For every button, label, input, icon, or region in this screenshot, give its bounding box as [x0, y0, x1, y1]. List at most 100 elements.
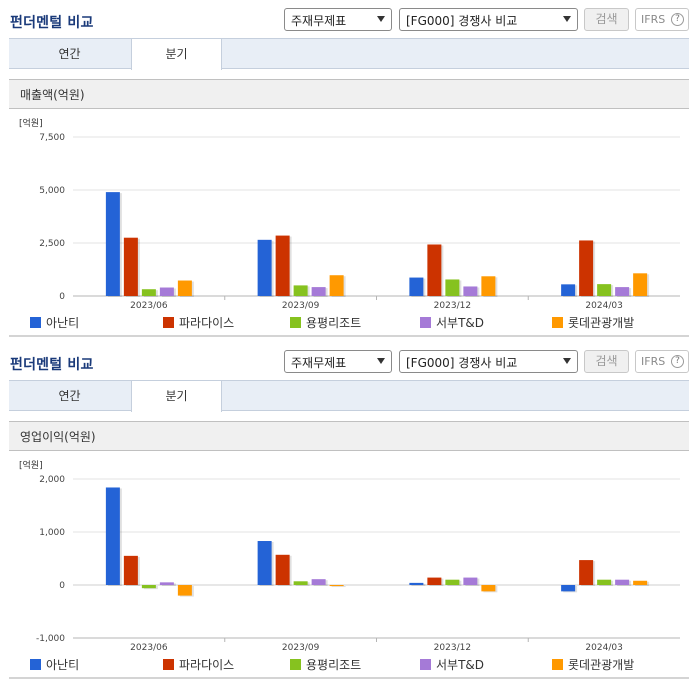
- bar[interactable]: [257, 541, 272, 585]
- search-button[interactable]: 검색: [584, 350, 629, 373]
- bar[interactable]: [159, 287, 174, 296]
- legend-label: 롯데관광개발: [568, 658, 635, 672]
- legend-swatch: [163, 659, 174, 670]
- legend-label: 아난티: [46, 658, 80, 672]
- legend-item[interactable]: 파라다이스: [163, 314, 234, 331]
- bar[interactable]: [159, 582, 174, 585]
- revenue-bar-chart: [억원] 0 2,500 5,000 7,500 2023/06 2023/09 2023/1…: [19, 117, 680, 310]
- x-tick-label: 2023/12: [434, 643, 471, 652]
- bar[interactable]: [141, 289, 156, 296]
- bar[interactable]: [427, 577, 442, 585]
- y-tick-label: 7,500: [39, 133, 65, 143]
- bar[interactable]: [445, 579, 460, 585]
- bar[interactable]: [275, 554, 290, 585]
- bar[interactable]: [293, 285, 308, 296]
- bar[interactable]: [275, 235, 290, 296]
- y-tick-label: -1,000: [36, 634, 65, 644]
- help-icon[interactable]: ?: [671, 355, 684, 368]
- bar[interactable]: [633, 273, 648, 296]
- bar[interactable]: [257, 239, 272, 296]
- ifrs-button[interactable]: IFRS ?: [635, 350, 689, 373]
- statement-select[interactable]: 주재무제표: [284, 8, 392, 31]
- bar[interactable]: [141, 585, 156, 589]
- bar[interactable]: [409, 277, 424, 296]
- bar[interactable]: [463, 577, 478, 585]
- chevron-down-icon: [377, 358, 385, 364]
- tab-annual[interactable]: 연간: [58, 47, 81, 61]
- chevron-down-icon: [377, 16, 385, 22]
- bar[interactable]: [561, 585, 576, 592]
- legend-label: 용평리조트: [306, 658, 362, 672]
- chevron-down-icon: [563, 358, 571, 364]
- legend-item[interactable]: 롯데관광개발: [552, 656, 634, 673]
- legend-item[interactable]: 아난티: [30, 314, 79, 331]
- compare-select[interactable]: [FG000] 경쟁사 비교: [399, 8, 578, 31]
- bar[interactable]: [105, 192, 120, 296]
- tab-annual[interactable]: 연간: [58, 389, 81, 403]
- section-header: 펀더멘털 비교 주재무제표 [FG000] 경쟁사 비교 검색 IFRS ?: [0, 342, 696, 380]
- legend-item[interactable]: 용평리조트: [290, 656, 361, 673]
- bar[interactable]: [579, 240, 594, 296]
- bar[interactable]: [123, 237, 138, 296]
- legend-label: 파라다이스: [179, 316, 235, 330]
- fundamental-section-revenue: 펀더멘털 비교 주재무제표 [FG000] 경쟁사 비교 검색 IFRS ? 연…: [0, 0, 696, 337]
- bar[interactable]: [311, 287, 326, 296]
- bar[interactable]: [615, 579, 630, 585]
- legend-item[interactable]: 롯데관광개발: [552, 314, 634, 331]
- period-tabs: 연간 분기: [9, 38, 689, 70]
- legend-swatch: [420, 317, 431, 328]
- legend-swatch: [552, 659, 563, 670]
- legend-swatch: [30, 659, 41, 670]
- bar[interactable]: [597, 284, 612, 296]
- x-tick-label: 2023/06: [130, 301, 168, 310]
- legend-item[interactable]: 아난티: [30, 656, 79, 673]
- bar[interactable]: [427, 244, 442, 296]
- help-icon[interactable]: ?: [671, 13, 684, 26]
- bar[interactable]: [293, 581, 308, 585]
- legend-label: 아난티: [46, 316, 80, 330]
- metric-title: 매출액(억원): [9, 79, 689, 109]
- bar[interactable]: [105, 487, 120, 585]
- y-unit-label: [억원]: [19, 117, 43, 129]
- legend-item[interactable]: 서부T&D: [420, 314, 484, 331]
- bar[interactable]: [615, 287, 630, 296]
- bar[interactable]: [123, 555, 138, 585]
- compare-select-value: [FG000] 경쟁사 비교: [406, 356, 518, 370]
- search-button[interactable]: 검색: [584, 8, 629, 31]
- bar[interactable]: [463, 286, 478, 296]
- section-title: 펀더멘털 비교: [10, 357, 94, 373]
- statement-select-value: 주재무제표: [291, 14, 347, 28]
- y-tick-label: 1,000: [39, 528, 65, 538]
- bar[interactable]: [561, 284, 576, 296]
- y-unit-label: [억원]: [19, 459, 43, 471]
- bar[interactable]: [329, 275, 344, 296]
- bar[interactable]: [177, 585, 192, 596]
- compare-select[interactable]: [FG000] 경쟁사 비교: [399, 350, 578, 373]
- bar[interactable]: [597, 579, 612, 585]
- section-header: 펀더멘털 비교 주재무제표 [FG000] 경쟁사 비교 검색 IFRS ?: [0, 0, 696, 38]
- x-tick-label: 2023/09: [282, 643, 320, 652]
- legend-item[interactable]: 용평리조트: [290, 314, 361, 331]
- tab-quarter[interactable]: 분기: [131, 39, 222, 70]
- bar[interactable]: [481, 276, 496, 296]
- bar[interactable]: [311, 579, 326, 585]
- legend-label: 서부T&D: [436, 658, 485, 672]
- fundamental-section-operating-profit: 펀더멘털 비교 주재무제표 [FG000] 경쟁사 비교 검색 IFRS ? 연…: [0, 342, 696, 684]
- bar[interactable]: [481, 585, 496, 592]
- bar[interactable]: [329, 585, 344, 587]
- ifrs-button[interactable]: IFRS ?: [635, 8, 689, 31]
- bar[interactable]: [409, 582, 424, 585]
- bar[interactable]: [445, 279, 460, 296]
- ifrs-label: IFRS: [641, 355, 666, 368]
- ifrs-label: IFRS: [641, 13, 666, 26]
- chart-legend: 아난티 파라다이스 용평리조트 서부T&D 롯데관광개발: [0, 311, 696, 333]
- bar[interactable]: [579, 560, 594, 585]
- bar[interactable]: [633, 580, 648, 585]
- statement-select[interactable]: 주재무제표: [284, 350, 392, 373]
- tab-quarter[interactable]: 분기: [131, 381, 222, 412]
- x-tick-label: 2024/03: [585, 301, 622, 310]
- legend-item[interactable]: 파라다이스: [163, 656, 234, 673]
- bar[interactable]: [177, 280, 192, 296]
- legend-item[interactable]: 서부T&D: [420, 656, 484, 673]
- x-tick-label: 2023/12: [434, 301, 471, 310]
